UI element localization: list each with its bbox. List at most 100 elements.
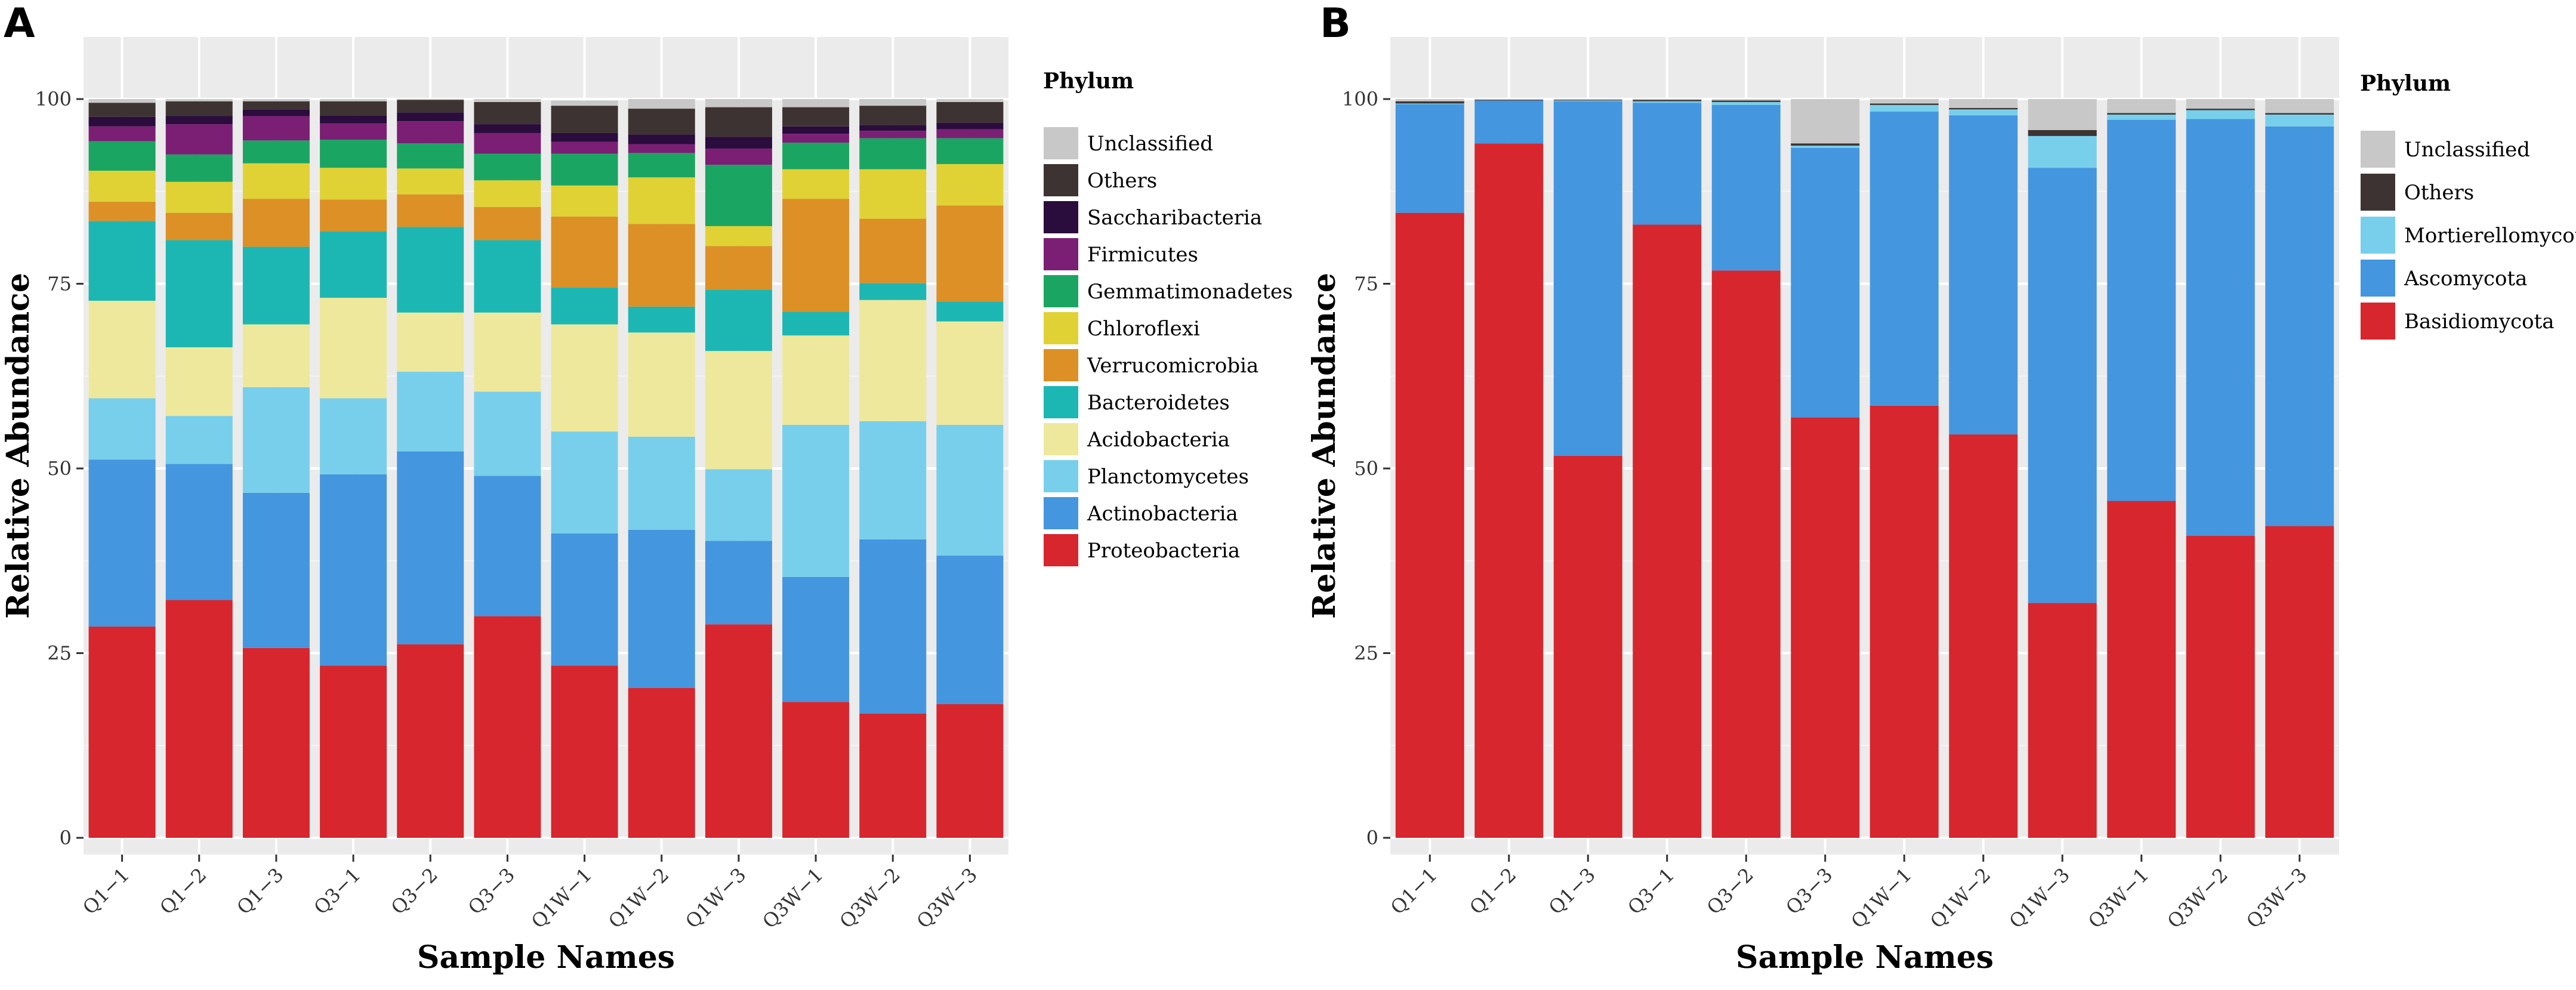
- legend-label-chloroflexi: Chloroflexi: [1087, 317, 1200, 341]
- bar-unclassified-8: [628, 99, 695, 109]
- bar-firmicutes-10: [782, 134, 850, 143]
- y-tick-label: 100: [1342, 88, 1378, 110]
- legend-label-gemmatimonadetes: Gemmatimonadetes: [1087, 280, 1293, 304]
- bar-firmicutes-5: [397, 121, 464, 144]
- bar-others-10: [782, 107, 850, 127]
- bar-others-4: [1633, 100, 1702, 101]
- bar-acidobacteria-11: [859, 300, 927, 421]
- bar-unclassified-1: [1395, 99, 1464, 101]
- bar-proteobacteria-1: [88, 626, 156, 838]
- legend-label-acidobacteria: Acidobacteria: [1087, 428, 1230, 452]
- bar-gemmatimonadetes-2: [165, 154, 233, 182]
- bar-verrucomicrobia-7: [551, 216, 618, 288]
- bar-gemmatimonadetes-7: [551, 153, 618, 186]
- legend-key-proteobacteria: [1042, 533, 1079, 568]
- bar-saccharibacteria-8: [628, 134, 695, 144]
- bar-ascomycota-11: [2186, 119, 2255, 536]
- bar-unclassified-10: [782, 99, 850, 107]
- bar-saccharibacteria-4: [320, 115, 387, 124]
- bar-gemmatimonadetes-5: [397, 143, 464, 169]
- legend-label-firmicutes: Firmicutes: [1087, 243, 1198, 267]
- bar-basidiomycota-4: [1633, 224, 1702, 838]
- bar-others-5: [1711, 100, 1781, 102]
- bar-acidobacteria-4: [320, 298, 387, 399]
- x-tick-label: Q1W−3: [681, 863, 750, 933]
- x-tick-label: Q3W−3: [912, 863, 982, 933]
- bar-proteobacteria-6: [474, 616, 541, 838]
- bar-verrucomicrobia-9: [705, 246, 772, 290]
- bar-ascomycota-5: [1711, 104, 1781, 271]
- x-tick-label: Q3−1: [310, 863, 365, 919]
- bar-ascomycota-6: [1791, 147, 1860, 418]
- bar-proteobacteria-9: [705, 624, 772, 838]
- bar-saccharibacteria-5: [397, 112, 464, 122]
- x-tick-label: Q1−3: [232, 863, 288, 919]
- bar-unclassified-9: [705, 99, 772, 107]
- bar-ascomycota-7: [1869, 112, 1939, 406]
- panel-label: B: [1320, 0, 1351, 47]
- x-axis-title: Sample Names: [417, 939, 675, 976]
- bar-unclassified-1: [88, 99, 156, 103]
- bar-proteobacteria-3: [242, 647, 310, 838]
- bar-proteobacteria-5: [397, 644, 464, 838]
- bar-others-11: [859, 106, 927, 125]
- bar-mortierellomycota-5: [1711, 101, 1781, 105]
- legend-label-basidiomycota: Basidiomycota: [2404, 310, 2555, 334]
- y-tick-label: 0: [1366, 826, 1378, 849]
- x-tick-label: Q1−1: [78, 863, 134, 919]
- bar-proteobacteria-4: [320, 665, 387, 838]
- bar-proteobacteria-11: [859, 714, 927, 838]
- bar-actinobacteria-4: [320, 474, 387, 666]
- bar-basidiomycota-3: [1553, 455, 1622, 838]
- bar-chloroflexi-7: [551, 185, 618, 217]
- bar-saccharibacteria-12: [936, 122, 1004, 129]
- legend-key-actinobacteria: [1042, 496, 1079, 531]
- bar-unclassified-5: [397, 99, 464, 100]
- bar-acidobacteria-9: [705, 351, 772, 470]
- legend-label-others: Others: [2404, 181, 2474, 205]
- legend-label-unclassified: Unclassified: [2404, 138, 2530, 162]
- legend-key-gemmatimonadetes: [1042, 274, 1079, 309]
- bar-ascomycota-4: [1633, 103, 1702, 225]
- bar-acidobacteria-12: [936, 321, 1004, 425]
- legend-key-firmicutes: [1042, 237, 1079, 272]
- bar-actinobacteria-6: [474, 476, 541, 616]
- legend: Phylum Unclassified Others Saccharibacteria…: [1042, 69, 1293, 568]
- bar-actinobacteria-9: [705, 541, 772, 625]
- bar-basidiomycota-7: [1869, 405, 1939, 838]
- bar-verrucomicrobia-11: [859, 218, 927, 283]
- bar-verrucomicrobia-6: [474, 206, 541, 240]
- x-tick-label: Q1W−2: [604, 863, 673, 933]
- bar-bacteroidetes-4: [320, 231, 387, 298]
- bar-bacteroidetes-1: [88, 221, 156, 301]
- bar-mortierellomycota-3: [1553, 100, 1622, 101]
- y-tick-label: 25: [47, 642, 72, 665]
- bar-others-9: [705, 107, 772, 137]
- bar-unclassified-8: [1949, 99, 2018, 108]
- bar-actinobacteria-1: [88, 459, 156, 627]
- bar-acidobacteria-7: [551, 324, 618, 432]
- bar-gemmatimonadetes-12: [936, 138, 1004, 164]
- bar-verrucomicrobia-4: [320, 199, 387, 232]
- bar-verrucomicrobia-1: [88, 202, 156, 221]
- bar-planctomycetes-2: [165, 416, 233, 464]
- legend-title: Phylum: [1043, 69, 1134, 94]
- bar-basidiomycota-2: [1474, 143, 1544, 838]
- bar-actinobacteria-8: [628, 529, 695, 688]
- bar-unclassified-11: [2186, 99, 2255, 109]
- bar-unclassified-2: [1474, 99, 1544, 100]
- bar-others-7: [1869, 103, 1939, 105]
- bar-planctomycetes-6: [474, 391, 541, 476]
- bar-gemmatimonadetes-3: [242, 140, 310, 164]
- legend-key-planctomycetes: [1042, 459, 1079, 494]
- bar-basidiomycota-12: [2265, 526, 2334, 838]
- bar-actinobacteria-5: [397, 451, 464, 644]
- bar-others-6: [1791, 143, 1860, 146]
- bar-verrucomicrobia-10: [782, 199, 850, 312]
- bar-planctomycetes-10: [782, 424, 850, 577]
- bar-unclassified-5: [1711, 99, 1781, 101]
- bar-proteobacteria-2: [165, 600, 233, 838]
- legend-label-bacteroidetes: Bacteroidetes: [1087, 391, 1230, 415]
- bar-unclassified-3: [242, 99, 310, 101]
